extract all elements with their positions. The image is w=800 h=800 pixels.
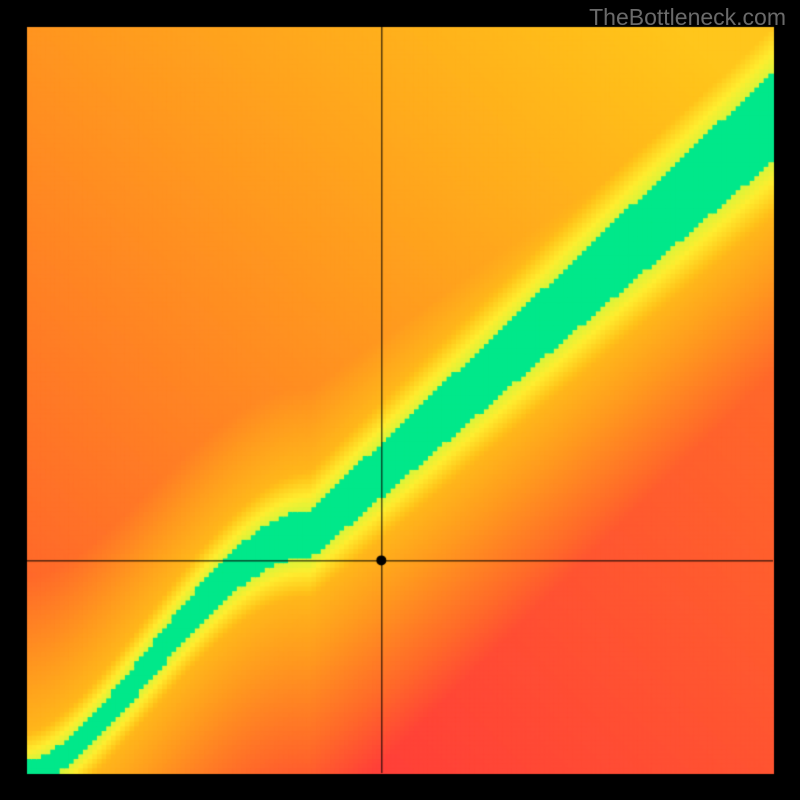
- watermark-text: TheBottleneck.com: [589, 4, 786, 31]
- chart-container: TheBottleneck.com: [0, 0, 800, 800]
- bottleneck-heatmap-canvas: [0, 0, 800, 800]
